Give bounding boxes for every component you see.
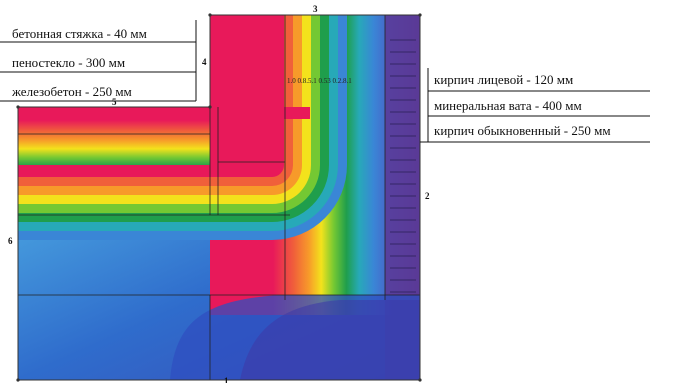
label-frames: [0, 20, 650, 143]
bottom-deep-patch: [240, 300, 420, 380]
boundary-number-6: 6: [8, 236, 13, 246]
layer-label-mineral-wool: минеральная вата - 400 мм: [434, 98, 582, 113]
layer-label-concrete: железобетон - 250 мм: [12, 84, 132, 99]
boundary-number-4: 4: [202, 57, 207, 67]
layer-label-screed: бетонная стяжка - 40 мм: [12, 26, 147, 41]
material-boundaries: [18, 15, 420, 381]
layer-label-face-brick: кирпич лицевой - 120 мм: [434, 72, 574, 87]
isoline-values: 1.0 0.8.5.1 0.53 0.2.8.1: [287, 77, 352, 85]
boundary-number-1: 1: [224, 376, 229, 383]
boundary-number-3: 3: [313, 4, 318, 14]
boundary-number-2: 2: [425, 191, 430, 201]
boundary-number-5: 5: [112, 97, 117, 107]
layer-label-foam-glass: пеностекло - 300 мм: [12, 55, 126, 70]
layer-label-common-brick: кирпич обыкновенный - 250 мм: [434, 123, 611, 138]
brick-courses: [390, 39, 416, 293]
wall-hot-core: [210, 15, 272, 165]
corner-isotherm-bands: [18, 15, 347, 240]
corner-markers: [16, 13, 422, 382]
